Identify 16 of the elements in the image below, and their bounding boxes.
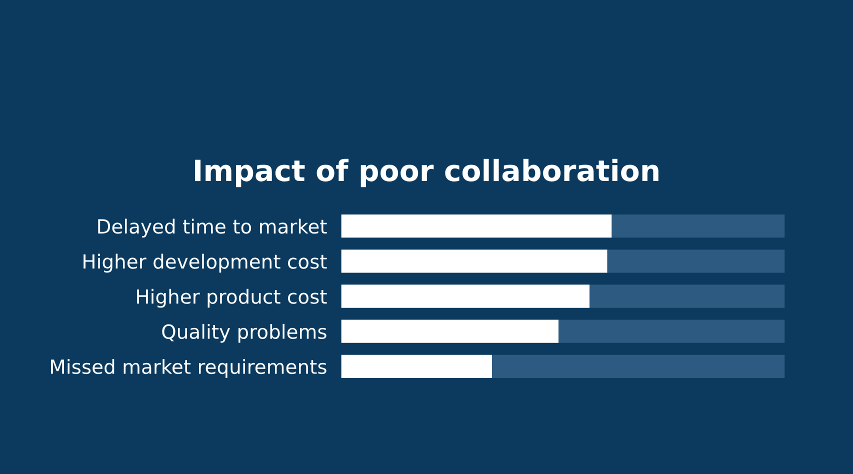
bar: [492, 354, 785, 378]
bar: [590, 284, 785, 308]
y-tick-label: Higher product cost: [137, 288, 327, 308]
bar: [341, 214, 612, 238]
y-tick-label: Missed market requirements: [51, 359, 326, 378]
bar: [341, 250, 608, 273]
chart-title: Impact of poor collaboration: [195, 158, 658, 188]
y-tick-label: Quality problems: [162, 324, 326, 343]
bar: [607, 250, 785, 273]
bar: [341, 284, 590, 308]
bar: [558, 320, 785, 343]
y-tick-label: Higher development cost: [84, 254, 327, 273]
bar: [341, 354, 492, 378]
y-tick-label: Delayed time to market: [98, 218, 327, 238]
bar: [341, 320, 559, 343]
bar: [612, 214, 785, 238]
